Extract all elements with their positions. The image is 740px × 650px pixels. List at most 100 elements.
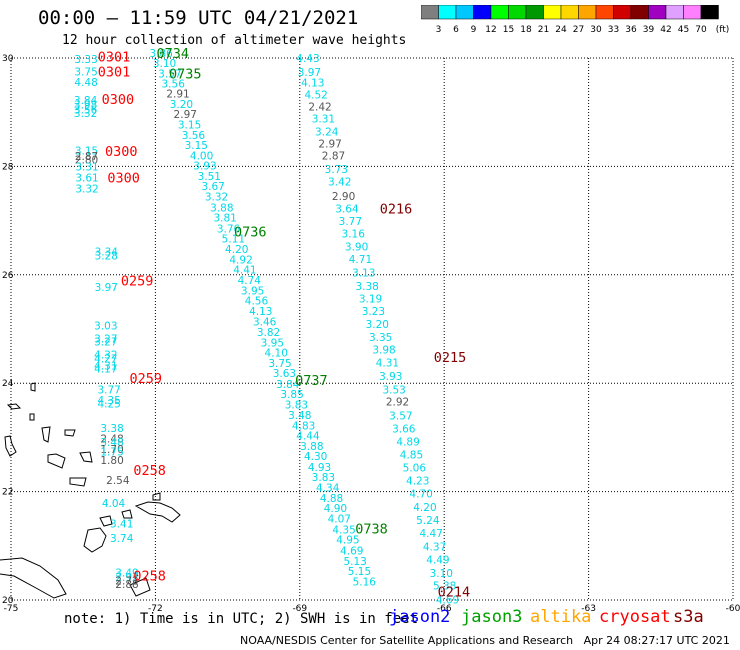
wave-height-value: 3.27 (94, 336, 117, 348)
wave-height-value: 3.67 (201, 181, 224, 193)
wave-height-value: 4.32 (94, 349, 117, 361)
pass-time-label: 0301 (98, 49, 131, 65)
wave-height-value: 3.20 (366, 319, 389, 331)
wave-height-value: 3.46 (253, 317, 277, 329)
wave-height-value: 3.24 (315, 127, 339, 139)
lon-label: -75 (4, 604, 19, 614)
wave-height-value: 4.31 (94, 361, 117, 373)
colorbar-tick-label: 36 (625, 25, 637, 35)
wave-height-value: 4.35 (332, 524, 355, 536)
wave-height-value: 3.90 (345, 241, 368, 253)
colorbar-swatch (700, 5, 719, 20)
colorbar-tick-label: 21 (538, 25, 549, 35)
colorbar-tick-label: 42 (660, 25, 671, 35)
wave-height-value: 2.97 (174, 109, 197, 121)
legend-altika: altika (530, 607, 592, 627)
observation-labels: 3.333.754.483.843.983.563.323.152.872.80… (74, 46, 470, 606)
legend-jason2: jason2 (389, 607, 451, 627)
wave-height-value: 3.83 (312, 472, 335, 484)
wave-height-value: 1.75 (100, 446, 123, 458)
wave-height-value: 4.34 (316, 483, 340, 495)
wave-height-value: 2.87 (75, 151, 98, 163)
title-time-range: 00:00 – 11:59 UTC (38, 7, 233, 29)
island-bahamas-2 (29, 413, 35, 421)
wave-height-value: 3.57 (158, 69, 181, 81)
pass-time-label: 0258 (133, 463, 166, 479)
wave-height-value: 4.13 (249, 306, 272, 318)
wave-height-value: 3.41 (110, 518, 133, 530)
lat-label: 20 (2, 596, 14, 606)
wave-height-value: 3.34 (95, 246, 119, 258)
colorbar-tick-label: 30 (590, 25, 602, 35)
wave-height-value: 3.38 (355, 281, 378, 293)
wave-height-value: 3.88 (210, 202, 233, 214)
colorbar-unit: (ft) (716, 25, 730, 35)
island-haiti-coast (129, 577, 151, 597)
wave-height-value: 2.92 (115, 572, 138, 584)
colorbar-tick-label: 9 (471, 25, 477, 35)
island-cuba-east (0, 557, 67, 599)
wave-height-value: 3.97 (298, 67, 321, 79)
wave-height-value: 3.57 (389, 411, 412, 423)
wave-height-value: 3.38 (100, 423, 123, 435)
wave-height-value: 4.69 (340, 545, 363, 557)
wave-height-value: 4.25 (97, 399, 120, 411)
wave-height-value: 4.20 (225, 244, 248, 256)
wave-height-value: 4.44 (296, 431, 320, 443)
wave-height-value: 2.88 (115, 579, 138, 591)
footnote: note: 1) Time is in UTC; 2) SWH is in fe… (64, 611, 419, 627)
island-bahamas-8 (69, 477, 87, 487)
wave-height-value: 3.32 (205, 192, 228, 204)
colorbar-tick-label: 3 (436, 25, 442, 35)
wave-height-value: 4.56 (245, 296, 269, 308)
wave-height-value: 4.88 (320, 493, 343, 505)
wave-height-value: 4.93 (308, 462, 331, 474)
island-turks-caicos (134, 501, 181, 523)
wave-height-value: 3.23 (362, 306, 385, 318)
wave-height-value: 3.75 (268, 358, 291, 370)
wave-height-value: 4.49 (426, 555, 449, 567)
wave-height-value: 3.86 (149, 48, 173, 60)
wave-height-value: 4.70 (409, 489, 432, 501)
wave-height-value: 2.90 (332, 191, 355, 203)
wave-height-value: 3.74 (110, 533, 134, 545)
wave-height-value: 2.91 (166, 89, 189, 101)
wave-height-value: 2.54 (106, 475, 130, 487)
wave-height-value: 3.66 (392, 424, 416, 436)
island-turks-3 (121, 509, 133, 519)
wave-height-value: 2.48 (100, 433, 123, 445)
wave-height-value: 4.48 (74, 77, 97, 89)
wave-height-value: 3.84 (276, 379, 300, 391)
colorbar-tick-label: 18 (520, 25, 532, 35)
wave-height-value: 4.07 (328, 513, 351, 525)
pass-time-label: 0300 (102, 92, 135, 108)
wave-height-value: 3.13 (352, 267, 375, 279)
map-title: 00:00 – 11:59 UTC 04/21/2021 (38, 7, 358, 29)
wave-height-value: 5.06 (403, 463, 427, 475)
wave-height-value: 4.04 (102, 498, 126, 510)
wave-height-value: 3.33 (74, 54, 97, 66)
pass-time-label: 0259 (130, 371, 163, 387)
wave-height-value: 3.15 (185, 140, 208, 152)
wave-height-value: 3.10 (430, 568, 453, 580)
wave-height-value: 4.83 (292, 420, 315, 432)
wave-height-value: 4.00 (190, 150, 213, 162)
wave-height-value: 4.71 (349, 254, 372, 266)
wave-height-value: 5.38 (433, 581, 456, 593)
lon-label: -72 (148, 604, 163, 614)
pass-time-label: 0214 (438, 585, 471, 601)
pass-time-label: 0737 (295, 373, 328, 389)
wave-height-value: 3.27 (94, 334, 117, 346)
island-bahamas-6 (47, 453, 66, 469)
wave-height-value: 3.75 (74, 66, 97, 78)
wave-height-value: 4.27 (94, 354, 117, 366)
wave-height-value: 2.72 (115, 575, 138, 587)
wave-height-value: 5.24 (416, 515, 440, 527)
wave-height-value: 3.48 (100, 437, 123, 449)
wave-height-value: 3.61 (75, 173, 98, 185)
wave-height-value: 4.23 (406, 476, 429, 488)
lat-label: 22 (2, 488, 13, 498)
wave-height-value: 4.41 (233, 265, 256, 277)
wave-height-value: 3.56 (182, 130, 206, 142)
wave-height-value: 3.10 (153, 58, 176, 70)
